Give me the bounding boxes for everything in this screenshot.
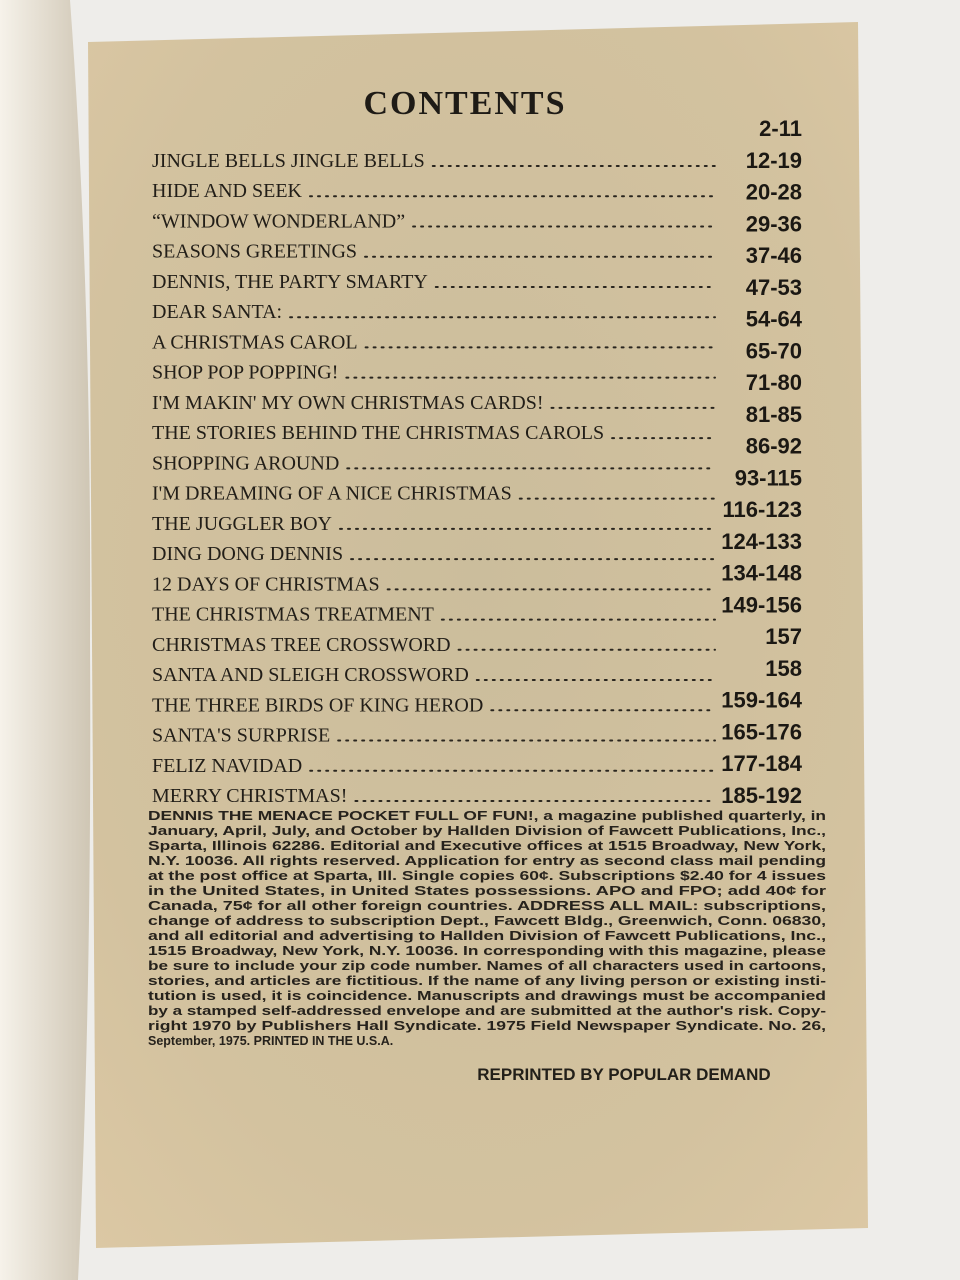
entry-pages: 158 (765, 656, 802, 681)
entry-title: SHOP POP POPPING! (152, 362, 338, 384)
entry-title: SANTA AND SLEIGH CROSSWORD (152, 664, 469, 686)
entry-title: JINGLE BELLS JINGLE BELLS (152, 150, 425, 172)
entry-title: I'M MAKIN' MY OWN CHRISTMAS CARDS! (152, 392, 544, 414)
fine-print-line: 1515 Broadway, New York, N.Y. 10036. In … (148, 944, 826, 958)
entry-title: THE THREE BIRDS OF KING HEROD (152, 694, 483, 716)
entry-pages: 2-11 (759, 116, 802, 141)
fine-print-line: Sparta, Illinois 62286. Editorial and Ex… (148, 839, 826, 853)
entry-pages: 65-70 (746, 338, 802, 363)
entry-title: DING DONG DENNIS (152, 543, 343, 565)
entry-title: DEAR SANTA: (152, 301, 282, 323)
entry-pages: 159-164 (721, 688, 803, 713)
fine-print-line: in the United States, in United States p… (148, 884, 826, 898)
contents-title: CONTENTS (363, 85, 566, 122)
entry-title: SHOPPING AROUND (152, 452, 339, 474)
entry-title: HIDE AND SEEK (152, 180, 303, 202)
fine-print-line: and all editorial and advertising to Hal… (148, 929, 826, 943)
entry-pages: 37-46 (746, 243, 802, 268)
entry-title: A CHRISTMAS CAROL (152, 331, 358, 353)
fine-print-line: at the post office at Sparta, Ill. Singl… (148, 869, 826, 883)
entry-pages: 177-184 (721, 751, 803, 776)
entry-title: I'M DREAMING OF A NICE CHRISTMAS (152, 483, 512, 505)
contents-list: JINGLE BELLS JINGLE BELLS 2-11 HIDE AND SE… (152, 116, 803, 808)
fine-print-line: change of address to subscription Dept.,… (148, 914, 826, 928)
footer-note: REPRINTED BY POPULAR DEMAND (477, 1065, 770, 1084)
fine-print-line: tution is used, it is coincidence. Manus… (148, 989, 826, 1003)
fine-print-line: stories, and articles are fictitious. If… (148, 974, 826, 988)
entry-pages: 93-115 (735, 465, 802, 490)
fine-print-line: be sure to include your zip code number.… (148, 959, 826, 973)
fine-print-line: September, 1975. PRINTED IN THE U.S.A. (148, 1034, 393, 1048)
entry-pages: 185-192 (721, 783, 802, 808)
entry-title: DENNIS, THE PARTY SMARTY (152, 271, 428, 293)
entry-pages: 20-28 (746, 180, 802, 205)
entry-title: THE JUGGLER BOY (152, 513, 332, 535)
fine-print-line: by a stamped self-addressed envelope and… (148, 1004, 826, 1018)
entry-title: FELIZ NAVIDAD (152, 755, 302, 777)
entry-title: “WINDOW WONDERLAND” (152, 210, 405, 232)
entry-pages: 86-92 (746, 434, 802, 459)
entry-title: MERRY CHRISTMAS! (152, 785, 347, 807)
entry-title: CHRISTMAS TREE CROSSWORD (152, 634, 451, 656)
fine-print-line: DENNIS THE MENACE POCKET FULL OF FUN!, a… (148, 809, 826, 823)
entry-pages: 124-133 (721, 529, 802, 554)
entry-pages: 165-176 (721, 719, 802, 744)
fine-print: DENNIS THE MENACE POCKET FULL OF FUN!, a… (148, 809, 826, 1048)
fine-print-line: Canada, 75¢ for all other foreign countr… (148, 899, 826, 913)
left-page-edge (0, 0, 91, 1280)
entry-pages: 47-53 (746, 275, 802, 300)
entry-title: SANTA'S SURPRISE (152, 725, 330, 747)
entry-title: THE STORIES BEHIND THE CHRISTMAS CAROLS (152, 422, 604, 444)
book-page (88, 22, 868, 1248)
fine-print-line: January, April, July, and October by Hal… (148, 824, 826, 838)
entry-title: SEASONS GREETINGS (152, 241, 357, 263)
entry-pages: 134-148 (721, 561, 802, 586)
entry-title: THE CHRISTMAS TREATMENT (152, 604, 434, 626)
entry-pages: 116-123 (722, 497, 802, 522)
entry-title: 12 DAYS OF CHRISTMAS (152, 573, 380, 595)
entry-pages: 149-156 (721, 592, 802, 617)
fine-print-line: N.Y. 10036. All rights reserved. Applica… (148, 854, 826, 868)
fine-print-line: right 1970 by Publishers Hall Syndicate.… (148, 1019, 826, 1033)
entry-pages: 12-19 (746, 148, 802, 173)
entry-pages: 54-64 (746, 307, 803, 332)
entry-pages: 71-80 (746, 370, 802, 395)
entry-pages: 81-85 (746, 402, 802, 427)
entry-pages: 157 (765, 624, 802, 649)
entry-pages: 29-36 (746, 211, 802, 236)
